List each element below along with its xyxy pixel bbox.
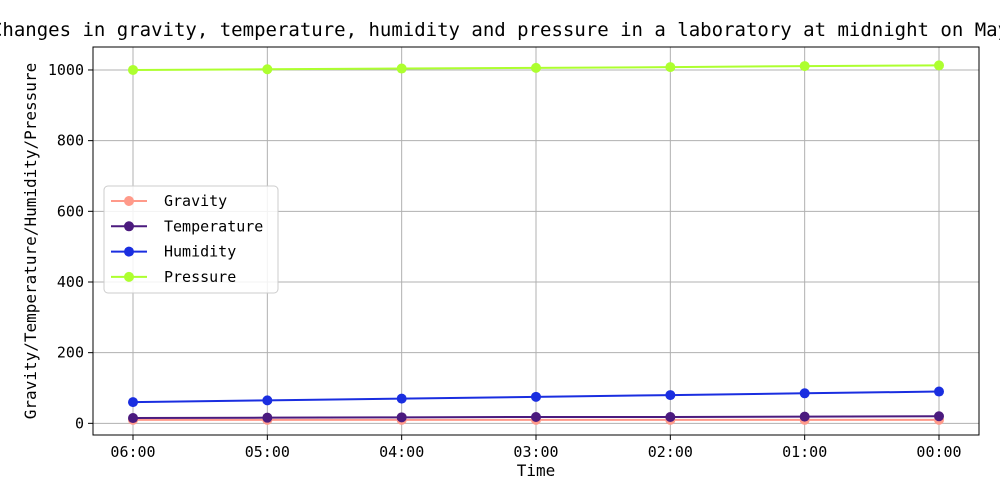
x-tick-label: 01:00	[782, 443, 827, 461]
legend-swatch-marker	[124, 246, 134, 257]
y-tick-label: 200	[57, 344, 84, 362]
data-point-temperature	[934, 411, 944, 422]
x-tick-label: 03:00	[513, 443, 558, 461]
data-point-humidity	[799, 388, 810, 399]
y-tick-label: 0	[75, 414, 84, 432]
series-temperature	[128, 411, 944, 424]
data-point-humidity	[531, 391, 541, 402]
legend-item-humidity: Humidity	[111, 243, 236, 261]
data-point-pressure	[396, 63, 407, 74]
data-point-humidity	[396, 393, 407, 404]
data-point-temperature	[799, 411, 810, 422]
data-point-temperature	[262, 412, 273, 423]
x-tick-label: 00:00	[916, 443, 961, 461]
data-point-pressure	[531, 62, 541, 73]
data-point-pressure	[934, 60, 944, 71]
data-point-temperature	[128, 413, 138, 424]
legend-swatch-marker	[124, 271, 134, 282]
legend-items: Gravity Temperature Humidity Pressure	[111, 192, 263, 286]
legend-label: Humidity	[164, 243, 236, 261]
x-tick-label: 05:00	[245, 443, 290, 461]
y-axis-label: Gravity/Temperature/Humidity/Pressure	[21, 63, 40, 419]
y-tick-label: 600	[57, 202, 84, 220]
data-point-pressure	[262, 64, 273, 75]
legend-label: Gravity	[164, 192, 227, 210]
legend-label: Temperature	[164, 217, 263, 235]
x-axis-label: Time	[517, 461, 556, 480]
data-point-humidity	[665, 390, 676, 401]
legend-label: Pressure	[164, 268, 236, 286]
legend-item-gravity: Gravity	[111, 192, 227, 210]
legend: Gravity Temperature Humidity Pressure	[103, 185, 279, 294]
series-pressure	[128, 60, 944, 75]
axis-ticks: 06:00 05:00 04:00 03:00 02:00 01:00 00:00 0 200 4…	[48, 61, 962, 461]
data-point-humidity	[128, 397, 138, 408]
x-tick-label: 06:00	[110, 443, 155, 461]
data-point-pressure	[128, 64, 138, 75]
data-point-temperature	[665, 411, 676, 422]
legend-swatch-marker	[124, 221, 134, 232]
data-point-pressure	[799, 61, 810, 72]
data-point-humidity	[934, 386, 944, 397]
y-tick-label: 1000	[48, 61, 84, 79]
data-point-humidity	[262, 395, 273, 406]
legend-item-temperature: Temperature	[111, 217, 263, 235]
series-lines	[128, 60, 944, 425]
data-point-temperature	[531, 411, 541, 422]
x-tick-label: 02:00	[648, 443, 693, 461]
chart-title: Changes in gravity, temperature, humidit…	[0, 19, 1000, 41]
y-tick-label: 800	[57, 132, 84, 150]
legend-item-pressure: Pressure	[111, 268, 236, 286]
data-point-pressure	[665, 62, 676, 73]
legend-box	[103, 185, 279, 294]
y-tick-label: 400	[57, 273, 84, 291]
x-tick-label: 04:00	[379, 443, 424, 461]
legend-swatch-marker	[124, 196, 134, 206]
series-humidity	[128, 386, 944, 408]
data-point-temperature	[396, 412, 407, 423]
